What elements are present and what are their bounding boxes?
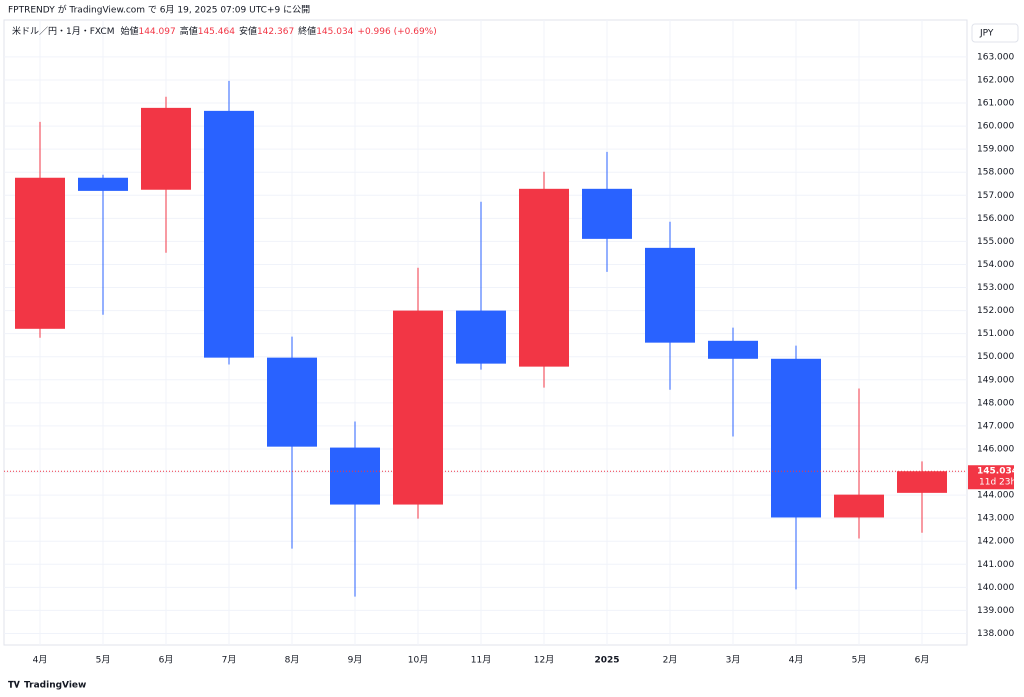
y-tick-label: 141.000 bbox=[977, 560, 1014, 570]
x-tick-label: 2月 bbox=[663, 655, 678, 666]
x-tick-label: 12月 bbox=[534, 655, 554, 666]
x-tick-label: 4月 bbox=[789, 655, 804, 666]
y-tick-label: 138.000 bbox=[977, 629, 1014, 639]
x-tick-label: 6月 bbox=[159, 655, 174, 666]
ohlc-label: 終値 bbox=[298, 25, 316, 37]
y-tick-label: 149.000 bbox=[977, 375, 1014, 385]
candle-body bbox=[456, 310, 506, 364]
brand: TradingView bbox=[24, 681, 86, 691]
symbol: 米ドル／円・1月・FXCM bbox=[12, 25, 114, 37]
y-tick-label: 157.000 bbox=[977, 191, 1014, 201]
symbol-info: 米ドル／円・1月・FXCM 始値144.097 高値145.464 安値142.367… bbox=[12, 25, 437, 37]
candles bbox=[15, 80, 947, 597]
x-tick-label: 11月 bbox=[471, 655, 491, 666]
candle-body bbox=[708, 340, 758, 359]
y-tick-label: 142.000 bbox=[977, 537, 1014, 547]
price-tag-value: 145.034 bbox=[977, 467, 1018, 477]
y-tick-label: 143.000 bbox=[977, 514, 1014, 524]
candle-body bbox=[519, 188, 569, 367]
candle-body bbox=[141, 107, 191, 190]
y-tick-label: 153.000 bbox=[977, 283, 1014, 293]
y-tick-label: 148.000 bbox=[977, 398, 1014, 408]
ohlc-label: 高値 bbox=[180, 25, 198, 37]
y-tick-label: 158.000 bbox=[977, 168, 1014, 178]
y-tick-label: 146.000 bbox=[977, 444, 1014, 454]
y-tick-label: 155.000 bbox=[977, 237, 1014, 247]
y-tick-label: 150.000 bbox=[977, 352, 1014, 362]
x-tick-label: 2025 bbox=[594, 656, 619, 666]
y-tick-label: 163.000 bbox=[977, 52, 1014, 62]
x-tick-label: 5月 bbox=[852, 655, 867, 666]
candle-body bbox=[330, 447, 380, 505]
y-tick-label: 152.000 bbox=[977, 306, 1014, 316]
candle-body bbox=[897, 471, 947, 493]
candle-body bbox=[582, 188, 632, 239]
x-tick-label: 8月 bbox=[285, 655, 300, 666]
ohlc-label: 始値 bbox=[120, 25, 138, 37]
candle-body bbox=[78, 177, 128, 191]
y-tick-label: 144.000 bbox=[977, 491, 1014, 501]
y-tick-label: 139.000 bbox=[977, 606, 1014, 616]
ohlc-value: 145.464 bbox=[198, 27, 235, 37]
x-tick-label: 6月 bbox=[915, 655, 930, 666]
y-tick-label: 147.000 bbox=[977, 421, 1014, 431]
y-tick-label: 162.000 bbox=[977, 75, 1014, 85]
x-tick-label: 9月 bbox=[348, 655, 363, 666]
candle-body bbox=[834, 494, 884, 518]
price-tag-countdown: 11d 23h bbox=[979, 478, 1016, 488]
x-tick-label: 5月 bbox=[96, 655, 111, 666]
ohlc-value: 142.367 bbox=[257, 27, 294, 37]
y-tick-label: 159.000 bbox=[977, 145, 1014, 155]
y-tick-label: 156.000 bbox=[977, 214, 1014, 224]
currency-box[interactable] bbox=[971, 23, 1019, 43]
x-tick-label: 7月 bbox=[222, 655, 237, 666]
candle-body bbox=[204, 110, 254, 358]
candle-body bbox=[771, 358, 821, 518]
publish-line: FPTRENDY が TradingView.com で 6月 19, 2025… bbox=[8, 4, 310, 16]
price-tag bbox=[968, 465, 1014, 490]
x-tick-label: 4月 bbox=[33, 655, 48, 666]
y-tick-label: 160.000 bbox=[977, 122, 1014, 132]
y-tick-label: 154.000 bbox=[977, 260, 1014, 270]
change: +0.996 (+0.69%) bbox=[357, 27, 436, 37]
x-tick-label: 10月 bbox=[408, 655, 428, 666]
currency-label[interactable]: JPY bbox=[979, 29, 994, 39]
candle-body bbox=[15, 177, 65, 329]
ohlc-label: 安値 bbox=[239, 25, 257, 37]
candle-body bbox=[645, 247, 695, 343]
y-tick-label: 140.000 bbox=[977, 583, 1014, 593]
candle-body bbox=[267, 357, 317, 447]
y-tick-label: 161.000 bbox=[977, 99, 1014, 109]
candle-body bbox=[393, 310, 443, 505]
x-tick-label: 3月 bbox=[726, 655, 741, 666]
ohlc-value: 145.034 bbox=[316, 27, 353, 37]
brand-logo: 𝐓𝐕 bbox=[8, 680, 21, 691]
y-tick-label: 151.000 bbox=[977, 329, 1014, 339]
ohlc-value: 144.097 bbox=[138, 27, 175, 37]
